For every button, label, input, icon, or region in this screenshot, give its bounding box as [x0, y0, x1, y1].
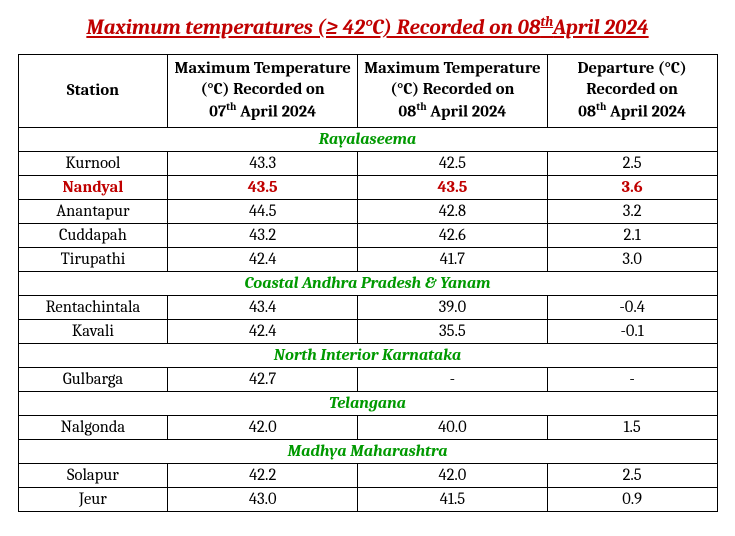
table-row: Kurnool43.342.52.5: [18, 152, 717, 176]
cell-value: 43.5: [358, 176, 548, 200]
table-row: Anantapur44.542.83.2: [18, 200, 717, 224]
region-row: Coastal Andhra Pradesh & Yanam: [18, 272, 717, 296]
table-row: Jeur43.041.50.9: [18, 488, 717, 512]
cell-value: 43.5: [168, 176, 358, 200]
cell-value: 42.4: [168, 320, 358, 344]
cell-station: Nalgonda: [18, 416, 168, 440]
region-row: Telangana: [18, 392, 717, 416]
table-row: Tirupathi42.441.73.0: [18, 248, 717, 272]
cell-station: Tirupathi: [18, 248, 168, 272]
cell-station: Nandyal: [18, 176, 168, 200]
cell-station: Jeur: [18, 488, 168, 512]
region-label: Rayalaseema: [18, 128, 717, 152]
table-row: Rentachintala43.439.0-0.4: [18, 296, 717, 320]
page-title: Maximum temperatures (≥ 42°C) Recorded o…: [15, 15, 720, 40]
table-row: Cuddapah43.242.62.1: [18, 224, 717, 248]
cell-value: -0.1: [547, 320, 717, 344]
cell-value: 2.1: [547, 224, 717, 248]
table-row: Nalgonda42.040.01.5: [18, 416, 717, 440]
cell-value: 3.0: [547, 248, 717, 272]
cell-value: 0.9: [547, 488, 717, 512]
cell-value: 42.8: [358, 200, 548, 224]
header-temp08: Maximum Temperature (°C) Recorded on08th…: [358, 55, 548, 128]
cell-value: 44.5: [168, 200, 358, 224]
cell-value: 3.2: [547, 200, 717, 224]
cell-value: 2.5: [547, 152, 717, 176]
cell-value: 42.6: [358, 224, 548, 248]
cell-station: Anantapur: [18, 200, 168, 224]
region-label: Coastal Andhra Pradesh & Yanam: [18, 272, 717, 296]
cell-value: 3.6: [547, 176, 717, 200]
cell-station: Kavali: [18, 320, 168, 344]
cell-value: 42.0: [168, 416, 358, 440]
cell-station: Cuddapah: [18, 224, 168, 248]
region-label: Telangana: [18, 392, 717, 416]
cell-value: -0.4: [547, 296, 717, 320]
region-row: Madhya Maharashtra: [18, 440, 717, 464]
region-row: Rayalaseema: [18, 128, 717, 152]
cell-value: 40.0: [358, 416, 548, 440]
cell-value: -: [358, 368, 548, 392]
table-row: Solapur42.242.02.5: [18, 464, 717, 488]
table-row: Gulbarga42.7--: [18, 368, 717, 392]
cell-value: 43.0: [168, 488, 358, 512]
header-row: Station Maximum Temperature (°C) Recorde…: [18, 55, 717, 128]
table-row: Kavali42.435.5-0.1: [18, 320, 717, 344]
cell-value: 42.5: [358, 152, 548, 176]
header-temp07: Maximum Temperature (°C) Recorded on07th…: [168, 55, 358, 128]
cell-station: Gulbarga: [18, 368, 168, 392]
region-label: Madhya Maharashtra: [18, 440, 717, 464]
cell-value: 35.5: [358, 320, 548, 344]
cell-value: 43.4: [168, 296, 358, 320]
cell-station: Kurnool: [18, 152, 168, 176]
cell-value: 43.2: [168, 224, 358, 248]
cell-value: 42.0: [358, 464, 548, 488]
header-station: Station: [18, 55, 168, 128]
cell-value: 1.5: [547, 416, 717, 440]
cell-value: 39.0: [358, 296, 548, 320]
cell-value: 42.4: [168, 248, 358, 272]
temperature-table: Station Maximum Temperature (°C) Recorde…: [18, 54, 718, 512]
cell-station: Rentachintala: [18, 296, 168, 320]
region-row: North Interior Karnataka: [18, 344, 717, 368]
cell-value: 41.7: [358, 248, 548, 272]
region-label: North Interior Karnataka: [18, 344, 717, 368]
cell-value: 42.7: [168, 368, 358, 392]
cell-value: 2.5: [547, 464, 717, 488]
cell-station: Solapur: [18, 464, 168, 488]
cell-value: 42.2: [168, 464, 358, 488]
header-departure: Departure (°C) Recorded on08th April 202…: [547, 55, 717, 128]
table-row: Nandyal43.543.53.6: [18, 176, 717, 200]
cell-value: -: [547, 368, 717, 392]
cell-value: 43.3: [168, 152, 358, 176]
cell-value: 41.5: [358, 488, 548, 512]
